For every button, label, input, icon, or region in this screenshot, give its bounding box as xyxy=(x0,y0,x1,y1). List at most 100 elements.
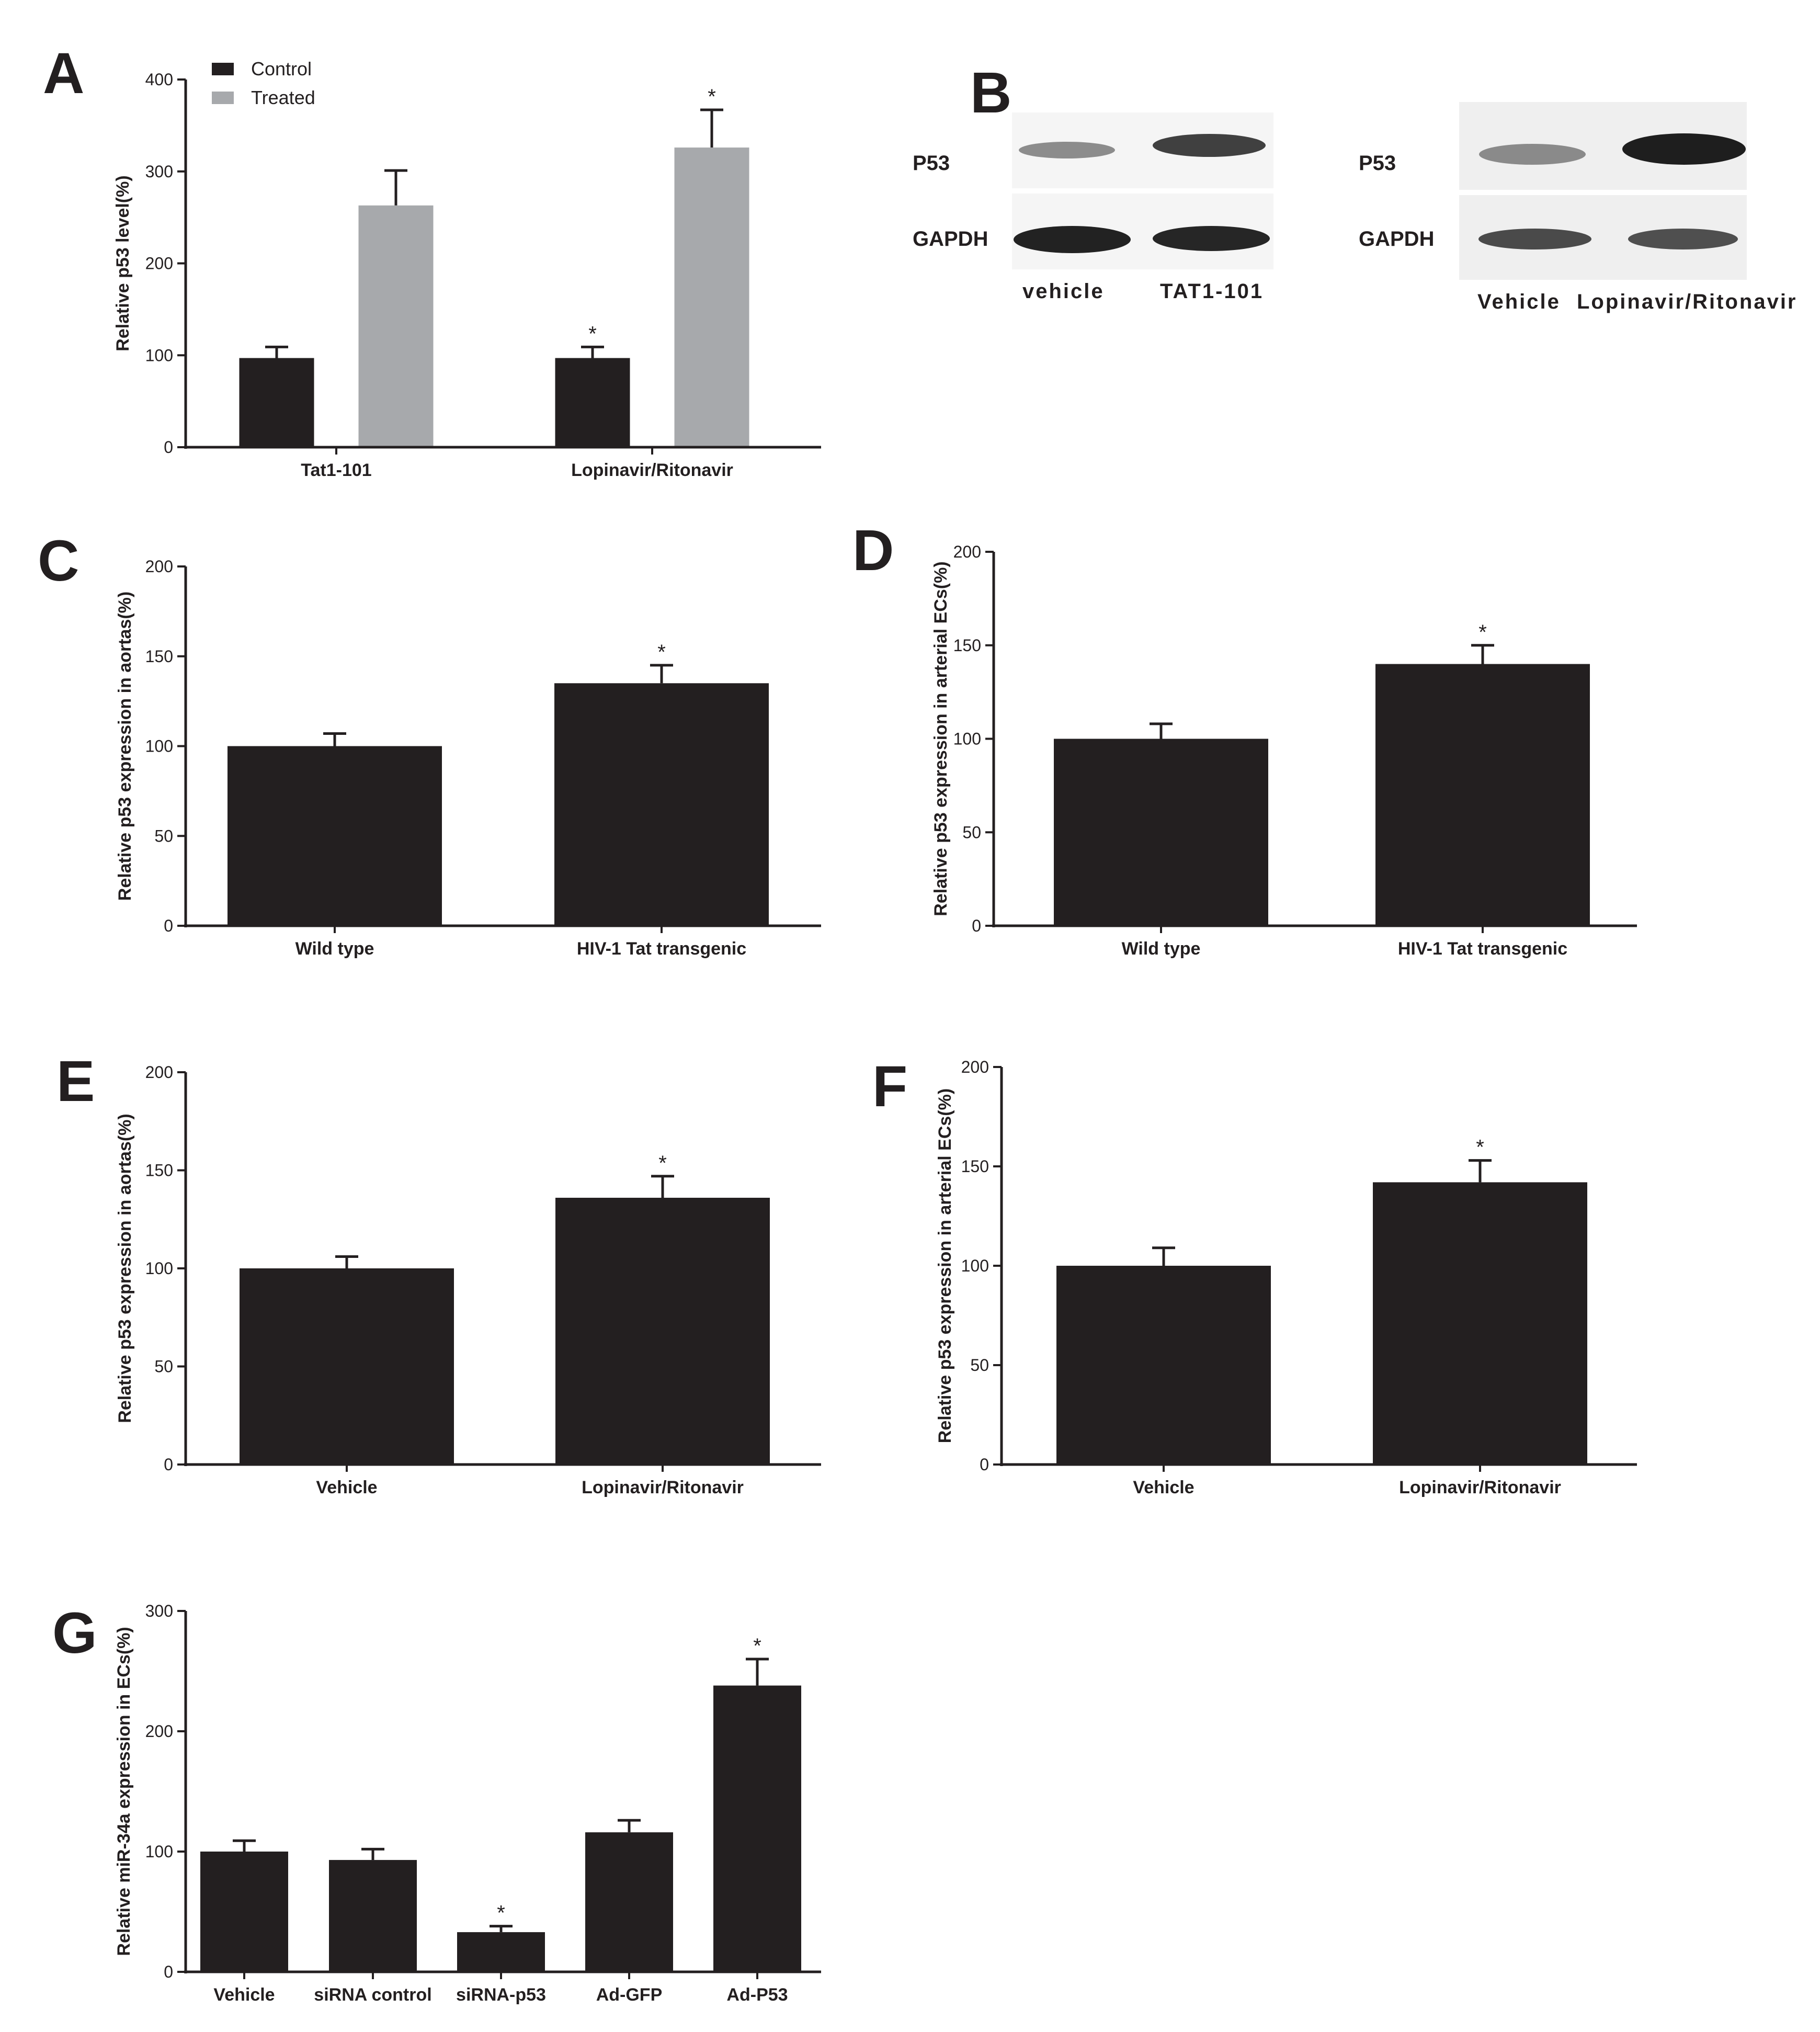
y-tick-label: 100 xyxy=(953,730,981,748)
y-tick-label: 150 xyxy=(145,647,173,666)
y-axis-label: Relative p53 expression in aortas(%) xyxy=(115,1114,135,1423)
significance-star: * xyxy=(753,1634,761,1658)
y-tick-label: 200 xyxy=(145,254,173,273)
blot-band xyxy=(1019,142,1115,158)
panel-letter-c: C xyxy=(38,529,79,593)
bar xyxy=(555,1198,770,1465)
x-tick-label: Wild type xyxy=(295,939,374,959)
y-tick-label: 0 xyxy=(164,1962,173,1981)
bar xyxy=(329,1860,417,1972)
y-tick-label: 50 xyxy=(970,1356,989,1375)
y-tick-label: 50 xyxy=(154,826,173,845)
y-tick-label: 0 xyxy=(972,916,981,935)
significance-star: * xyxy=(708,85,716,108)
blot-left-row-label-p53: P53 xyxy=(913,152,950,175)
bar xyxy=(1056,1266,1271,1465)
y-tick-label: 200 xyxy=(961,1058,989,1076)
blot-band xyxy=(1153,134,1266,157)
chart-panel-f: * 0 50 100 150 200 Vehicle Lopinavir/Ritonavir R… xyxy=(935,1058,1637,1497)
x-tick-label: Vehicle xyxy=(213,1985,275,2005)
western-blot-left xyxy=(1012,112,1273,269)
y-axis-label: Relative p53 expression in arterial ECs(… xyxy=(935,1088,955,1443)
blot-band xyxy=(1479,144,1586,165)
y-axis-label: Relative p53 expression in aortas(%) xyxy=(115,592,135,901)
blot-right-lane-label-lopinavir: Lopinavir/Ritonavir xyxy=(1577,290,1798,313)
chart-panel-c: * 0 50 100 150 200 Wild type HIV-1 Tat transgen… xyxy=(115,557,821,959)
y-tick-label: 100 xyxy=(145,1842,173,1861)
bar xyxy=(1373,1182,1587,1465)
panel-letter-b: B xyxy=(970,61,1011,125)
x-tick-label: siRNA control xyxy=(314,1985,431,2005)
y-tick-label: 300 xyxy=(145,162,173,181)
y-tick-label: 100 xyxy=(145,1259,173,1278)
y-tick-label: 0 xyxy=(164,916,173,935)
bar xyxy=(240,1268,454,1465)
y-tick-label: 200 xyxy=(953,542,981,561)
x-tick-label: HIV-1 Tat transgenic xyxy=(1398,939,1567,959)
x-tick-label: Vehicle xyxy=(316,1478,377,1497)
x-tick-label: Ad-GFP xyxy=(596,1985,663,2005)
significance-star: * xyxy=(657,641,666,664)
x-tick-label: Vehicle xyxy=(1133,1478,1194,1497)
x-tick-label: Tat1-101 xyxy=(301,460,371,480)
y-tick-label: 150 xyxy=(145,1161,173,1180)
bar xyxy=(1375,664,1590,926)
panel-letter-f: F xyxy=(872,1054,907,1119)
bar xyxy=(554,683,769,926)
blot-band xyxy=(1153,226,1270,251)
y-axis-label: Relative miR-34a expression in ECs(%) xyxy=(114,1627,134,1956)
bar xyxy=(228,746,442,926)
blot-left-row-label-gapdh: GAPDH xyxy=(913,228,988,251)
legend-label: Treated xyxy=(251,87,315,108)
chart-panel-e: * 0 50 100 150 200 Vehicle Lopinavir/Ritonavir R… xyxy=(115,1063,821,1497)
panel-letter-a: A xyxy=(43,41,84,106)
x-tick-label: Ad-P53 xyxy=(726,1985,788,2005)
blot-right-row-label-p53: P53 xyxy=(1359,152,1396,175)
y-tick-label: 100 xyxy=(145,346,173,365)
blot-left-lane-label-vehicle: vehicle xyxy=(1022,280,1105,303)
western-blot-right xyxy=(1459,102,1747,280)
bar xyxy=(200,1852,288,1972)
bar xyxy=(713,1685,801,1972)
significance-star: * xyxy=(658,1152,667,1175)
y-tick-label: 50 xyxy=(962,823,981,842)
panel-letter-e: E xyxy=(56,1049,95,1114)
significance-star: * xyxy=(588,322,597,345)
significance-star: * xyxy=(1476,1136,1484,1159)
chart-panel-a: * * 0 100 200 300 400 Tat1-101 Lopinavir/Ritonav… xyxy=(113,58,821,480)
legend-label: Control xyxy=(251,58,312,80)
panel-letter-g: G xyxy=(52,1601,97,1665)
panel-letter-d: D xyxy=(852,518,894,583)
bar xyxy=(585,1832,673,1972)
bar xyxy=(239,358,314,447)
x-tick-label: Lopinavir/Ritonavir xyxy=(1399,1478,1561,1497)
legend-swatch xyxy=(212,92,234,104)
blot-right-row-label-gapdh: GAPDH xyxy=(1359,228,1435,251)
blot-band xyxy=(1628,229,1738,249)
y-tick-label: 150 xyxy=(961,1157,989,1176)
x-tick-label: Lopinavir/Ritonavir xyxy=(571,460,733,480)
x-tick-label: siRNA-p53 xyxy=(456,1985,546,2005)
significance-star: * xyxy=(497,1902,505,1925)
blot-left-lane-label-tat: TAT1-101 xyxy=(1160,280,1264,303)
bar xyxy=(555,358,630,447)
x-tick-label: Lopinavir/Ritonavir xyxy=(582,1478,744,1497)
significance-star: * xyxy=(1478,621,1487,644)
x-tick-label: HIV-1 Tat transgenic xyxy=(577,939,746,959)
y-tick-label: 150 xyxy=(953,636,981,655)
blot-right-lane-label-vehicle: Vehicle xyxy=(1477,290,1561,313)
blot-band xyxy=(1622,133,1746,165)
bar xyxy=(457,1932,545,1972)
blot-band xyxy=(1014,226,1131,253)
y-tick-label: 50 xyxy=(154,1357,173,1376)
y-tick-label: 0 xyxy=(164,1455,173,1474)
y-tick-label: 200 xyxy=(145,1722,173,1741)
y-tick-label: 0 xyxy=(980,1455,989,1474)
bar xyxy=(358,205,434,447)
y-axis-label: Relative p53 level(%) xyxy=(113,175,133,351)
chart-panel-d: * 0 50 100 150 200 Wild type HIV-1 Tat transgen… xyxy=(931,542,1637,959)
chart-panel-g: * * 0 100 200 300 Vehicle siRNA control siRNA-p5… xyxy=(114,1602,821,2005)
y-tick-label: 100 xyxy=(145,737,173,756)
